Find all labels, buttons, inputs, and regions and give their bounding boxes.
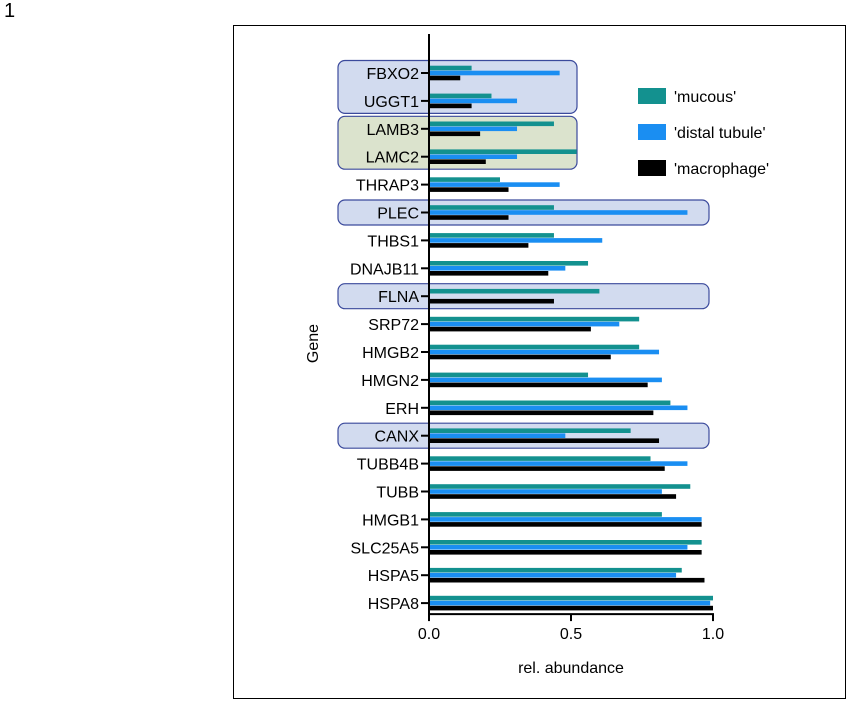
y-tick-label-canx: CANX <box>375 429 420 446</box>
bar-mucous-tubb4b <box>429 456 651 461</box>
x-tick-label-0: 0.0 <box>418 626 440 643</box>
bar-mucous-flna <box>429 288 600 294</box>
bar-mucous-fbxo2 <box>429 65 472 71</box>
bar-distal-tubule-fbxo2 <box>429 70 560 76</box>
highlight-box-lamb3-lamc2 <box>337 115 578 170</box>
bar-macrophage-tubb4b <box>429 466 665 471</box>
bar-distal-tubule-srp72 <box>429 321 620 327</box>
bar-macrophage-plec <box>429 215 509 220</box>
bar-macrophage-fbxo2 <box>429 75 461 81</box>
y-tick-label-lamb3: LAMB3 <box>367 122 420 139</box>
y-tick-label-tubb: TUBB <box>376 485 419 502</box>
legend-swatch-distal-tubule <box>638 124 666 140</box>
bar-distal-tubule-hmgb2 <box>429 349 660 355</box>
bar-mucous-slc25a5 <box>429 540 702 545</box>
y-tick-label-hmgb2: HMGB2 <box>362 345 419 362</box>
panel-label: 1 <box>4 0 16 22</box>
bar-distal-tubule-canx <box>429 433 566 438</box>
x-axis-title: rel. abundance <box>518 660 624 677</box>
y-tick-label-flna: FLNA <box>378 289 419 306</box>
bar-macrophage-thrap3 <box>429 187 509 192</box>
bar-macrophage-canx <box>429 438 660 443</box>
y-tick-label-hspa8: HSPA8 <box>368 596 419 613</box>
bar-macrophage-thbs1 <box>429 243 529 248</box>
bar-macrophage-flna <box>429 298 554 304</box>
y-tick-label-hmgn2: HMGN2 <box>361 373 419 390</box>
bar-macrophage-hspa8 <box>429 605 713 611</box>
y-tick-label-thrap3: THRAP3 <box>356 178 419 195</box>
y-tick-label-fbxo2: FBXO2 <box>367 66 420 83</box>
y-axis-title: Gene <box>305 324 322 363</box>
y-tick-label-srp72: SRP72 <box>368 317 419 334</box>
y-tick-label-plec: PLEC <box>377 206 419 223</box>
bar-distal-tubule-slc25a5 <box>429 545 688 550</box>
bar-mucous-srp72 <box>429 316 640 322</box>
bar-macrophage-slc25a5 <box>429 550 702 555</box>
bar-mucous-erh <box>429 400 671 406</box>
y-tick-label-hspa5: HSPA5 <box>368 568 419 585</box>
bar-macrophage-lamb3 <box>429 131 481 137</box>
x-tick-label-1: 0.5 <box>560 626 582 643</box>
bar-distal-tubule-hmgb1 <box>429 517 702 522</box>
bar-macrophage-hmgb2 <box>429 354 611 360</box>
bar-mucous-hmgb1 <box>429 512 662 517</box>
bar-macrophage-lamc2 <box>429 159 486 164</box>
bar-mucous-hspa8 <box>429 595 713 601</box>
bar-macrophage-hmgn2 <box>429 382 648 388</box>
bar-mucous-thbs1 <box>429 233 554 238</box>
bar-macrophage-hmgb1 <box>429 522 702 527</box>
bar-macrophage-tubb <box>429 494 677 499</box>
bar-mucous-canx <box>429 428 631 433</box>
y-tick-label-erh: ERH <box>385 401 419 418</box>
bar-distal-tubule-lamc2 <box>429 154 518 159</box>
bar-mucous-dnajb11 <box>429 261 589 266</box>
y-tick-label-thbs1: THBS1 <box>367 233 419 250</box>
bar-macrophage-srp72 <box>429 326 591 332</box>
bar-distal-tubule-uggt1 <box>429 98 518 104</box>
y-tick-label-tubb4b: TUBB4B <box>357 457 419 474</box>
bar-mucous-hspa5 <box>429 567 682 573</box>
bar-distal-tubule-hspa8 <box>429 600 711 606</box>
bar-distal-tubule-plec <box>429 210 688 215</box>
bar-distal-tubule-erh <box>429 405 688 411</box>
bar-mucous-uggt1 <box>429 93 492 99</box>
bar-macrophage-uggt1 <box>429 103 472 109</box>
bar-mucous-hmgn2 <box>429 372 589 378</box>
legend-label-distal-tubule: 'distal tubule' <box>674 125 766 142</box>
y-tick-label-dnajb11: DNAJB11 <box>350 261 419 278</box>
y-tick-label-hmgb1: HMGB1 <box>362 512 419 529</box>
legend-swatch-mucous <box>638 88 666 104</box>
legend-label-mucous: 'mucous' <box>674 89 736 106</box>
bar-macrophage-erh <box>429 410 654 416</box>
bar-distal-tubule-dnajb11 <box>429 266 566 271</box>
bar-distal-tubule-hmgn2 <box>429 377 662 383</box>
bar-mucous-lamb3 <box>429 121 554 127</box>
bar-mucous-lamc2 <box>429 149 577 154</box>
x-tick-label-2: 1.0 <box>702 626 724 643</box>
bar-mucous-thrap3 <box>429 177 500 182</box>
bar-distal-tubule-thbs1 <box>429 238 603 243</box>
bar-mucous-hmgb2 <box>429 344 640 350</box>
bar-macrophage-hspa5 <box>429 577 705 583</box>
bar-distal-tubule-tubb4b <box>429 461 688 466</box>
bar-distal-tubule-thrap3 <box>429 182 560 187</box>
bar-mucous-plec <box>429 205 554 210</box>
y-tick-label-uggt1: UGGT1 <box>364 94 419 111</box>
y-tick-label-lamc2: LAMC2 <box>366 150 419 167</box>
legend-label-macrophage: 'macrophage' <box>674 161 769 178</box>
bar-distal-tubule-lamb3 <box>429 126 518 132</box>
bar-mucous-tubb <box>429 484 691 489</box>
chart-frame <box>233 25 846 699</box>
bar-distal-tubule-tubb <box>429 489 662 494</box>
y-tick-label-slc25a5: SLC25A5 <box>351 540 420 557</box>
legend-swatch-macrophage <box>638 160 666 176</box>
bar-distal-tubule-hspa5 <box>429 572 677 578</box>
bar-macrophage-dnajb11 <box>429 271 549 276</box>
